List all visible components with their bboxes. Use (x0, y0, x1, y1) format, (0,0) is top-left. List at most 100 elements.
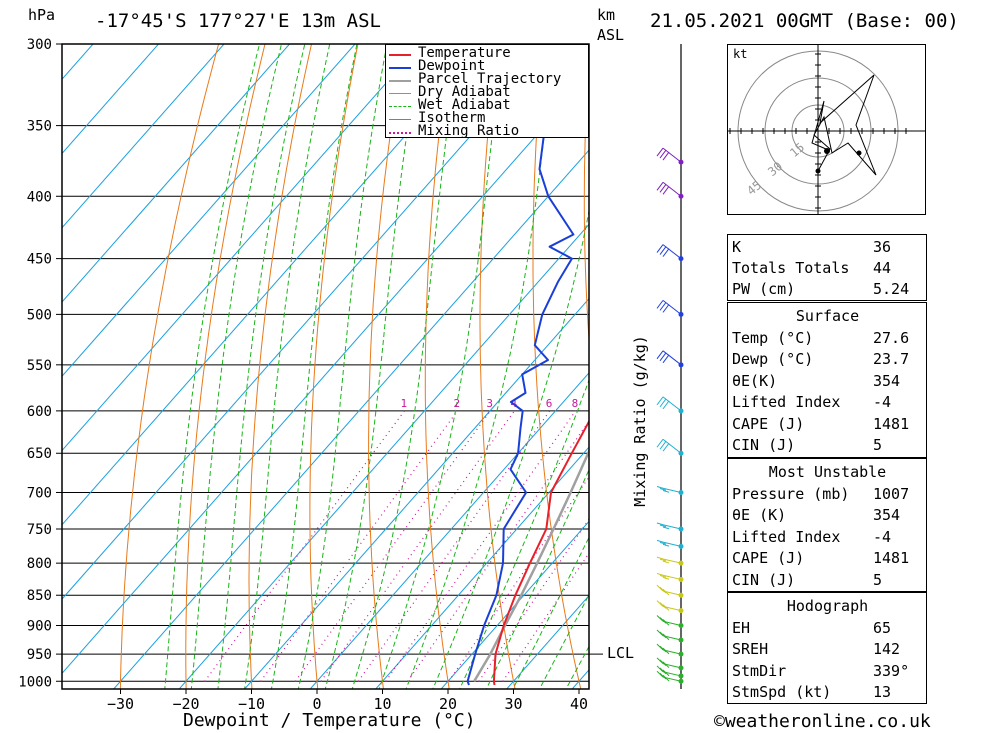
pressure-tick-label: 550 (27, 358, 52, 374)
hodo-sreh-value: 142 (873, 640, 901, 658)
wind-barb (656, 147, 682, 163)
isotherm-line (113, 149, 589, 689)
temperature-tick-label: −10 (238, 695, 265, 713)
surface-li-label: Lifted Index (732, 393, 841, 411)
hodo-eh-label: EH (732, 619, 751, 637)
dry-adiabat-line (532, 44, 582, 689)
surface-thetae-value: 354 (873, 372, 901, 390)
hodo-title: Hodograph (786, 597, 869, 615)
wind-barb-flag (656, 556, 664, 560)
wind-barb (656, 584, 682, 596)
index-tt-value: 44 (873, 259, 892, 277)
hodograph-point (815, 168, 821, 174)
isotherm-line (178, 223, 589, 689)
pressure-tick-label: 400 (27, 189, 52, 205)
wind-barb-flag (659, 617, 667, 624)
chart-legend (385, 44, 589, 138)
hodograph-unit: kt (733, 47, 748, 61)
pressure-tick-label: 500 (27, 307, 52, 323)
temperature-tick-label: −20 (172, 695, 199, 713)
wind-barb-flag (662, 400, 670, 410)
asl-unit-label: ASL (597, 26, 625, 44)
legend-mixing-ratio: Mixing Ratio (418, 123, 520, 139)
lcl-label: LCL (607, 644, 635, 662)
hodo-eh-value: 65 (873, 619, 892, 637)
surface-title: Surface (795, 307, 860, 325)
temperature-tick-label: 0 (312, 695, 321, 713)
dry-adiabat-line (424, 44, 452, 689)
wind-barb (656, 522, 682, 530)
hodograph-trace (811, 74, 877, 176)
wind-barb-flag (656, 643, 664, 651)
wet-adiabat-line (351, 44, 460, 689)
hodograph-table: Hodograph EH 65 SREH 142 StmDir 339° Stm… (727, 592, 927, 704)
dry-adiabat-line (119, 44, 220, 689)
surface-dewp-label: Dewp (°C) (732, 350, 814, 368)
legend-swatch-temperature (389, 54, 411, 56)
wind-barb-flag (656, 657, 664, 665)
surface-cape-label: CAPE (J) (732, 415, 805, 433)
skewt-chart: 1 2 3 4 6 8 10 15 20 25 3003504004505005506006507… (18, 37, 684, 713)
km-unit-label: km (597, 6, 616, 24)
wind-barb (656, 485, 682, 493)
isotherm-line (62, 44, 356, 378)
pressure-tick-label: 800 (27, 556, 52, 572)
location-title: -17°45'S 177°27'E 13m ASL (95, 10, 381, 32)
wet-adiabat-line (217, 44, 306, 689)
wind-barb-flag (662, 248, 670, 257)
wind-barb (656, 657, 682, 669)
wind-barb-flag (656, 629, 664, 637)
wet-adiabat-line (270, 44, 358, 689)
wind-barb (656, 572, 682, 580)
wind-barb-flag (656, 572, 664, 576)
index-k-value: 36 (873, 238, 892, 256)
mu-cape-value: 1481 (873, 549, 910, 567)
wet-adiabat-line (378, 44, 505, 689)
mixing-ratio-tick-label: 2 (454, 397, 461, 410)
dry-adiabat-line (479, 44, 516, 689)
temperature-line (492, 419, 589, 686)
surface-cape-value: 1481 (873, 415, 910, 433)
mu-cin-value: 5 (873, 571, 883, 589)
wind-barb-shaft (662, 541, 682, 547)
pressure-unit-label: hPa (28, 6, 56, 24)
wind-barb-flag (662, 354, 670, 364)
legend-dewpoint: Dewpoint (418, 58, 486, 74)
wind-barb-flag (659, 440, 667, 450)
legend-swatch-wet-adiabat (389, 106, 411, 107)
wet-adiabat-line (405, 44, 556, 689)
wind-barb-flag (656, 522, 664, 526)
wind-barb (656, 299, 682, 315)
pressure-tick-label: 900 (27, 618, 52, 634)
dry-adiabat-line (248, 44, 313, 689)
isotherm-line (62, 44, 291, 303)
datetime-title: 21.05.2021 00GMT (Base: 00) (650, 10, 959, 32)
wind-barb-flag (656, 181, 664, 191)
wind-barb (656, 181, 682, 197)
mu-title: Most Unstable (768, 463, 887, 481)
wind-barb-flag (662, 560, 670, 564)
dry-adiabat-line (368, 44, 405, 689)
pressure-tick-label: 950 (27, 647, 52, 663)
mixing-ratio-line (385, 410, 577, 682)
legend-wet-adiabat: Wet Adiabat (418, 97, 511, 113)
wind-barb (656, 556, 682, 564)
wind-barb-flag (659, 631, 667, 639)
legend-dry-adiabat: Dry Adiabat (418, 84, 511, 100)
wind-barb-flag (659, 487, 667, 491)
wind-barb-flag (662, 604, 670, 611)
pressure-tick-label: 850 (27, 588, 52, 604)
isotherm-line (244, 297, 589, 689)
dewpoint-line (466, 44, 588, 686)
mixing-ratio-tick-label: 1 (400, 397, 407, 410)
hodo-sreh-label: SREH (732, 640, 769, 658)
wind-barb (656, 539, 682, 547)
wind-barb-flag (656, 584, 664, 592)
wet-adiabat-line (164, 44, 261, 689)
wind-barb-flag (659, 659, 667, 667)
wind-barb-flag (656, 244, 664, 253)
wind-barb (656, 244, 682, 260)
pressure-tick-label: 700 (27, 485, 52, 501)
hodo-stmspd-value: 13 (873, 683, 892, 701)
hodo-stmdir-label: StmDir (732, 662, 787, 680)
